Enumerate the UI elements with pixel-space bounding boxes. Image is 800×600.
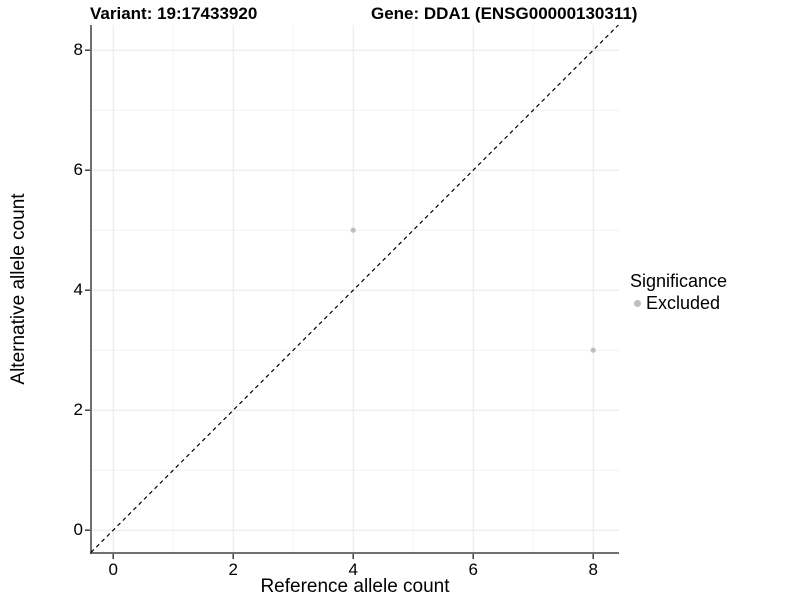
- legend-item-label: Excluded: [646, 293, 721, 313]
- legend-title: Significance: [630, 271, 728, 291]
- y-tick-label: 8: [73, 40, 83, 60]
- excluded-point-icon: [634, 299, 641, 307]
- y-tick-label: 6: [73, 160, 83, 180]
- x-axis-title: Reference allele count: [260, 576, 450, 597]
- x-tick-label: 4: [348, 560, 358, 579]
- x-tick-label: 2: [228, 560, 238, 579]
- y-tick-label: 2: [73, 400, 83, 420]
- data-point: [590, 347, 596, 353]
- x-tick-label: 6: [468, 560, 478, 579]
- x-tick-label: 0: [108, 560, 118, 579]
- gene-title: Gene: DDA1 (ENSG00000130311): [371, 4, 638, 23]
- data-point: [350, 227, 356, 233]
- identity-line: [90, 24, 619, 553]
- x-tick-label: 8: [588, 560, 598, 579]
- legend-item-excluded: Excluded: [630, 294, 800, 312]
- y-axis-title: Alternative allele count: [8, 193, 29, 385]
- y-tick-label: 0: [73, 520, 83, 540]
- y-tick-label: 4: [73, 280, 83, 300]
- legend: Significance Excluded: [630, 271, 800, 312]
- variant-title: Variant: 19:17433920: [90, 4, 258, 23]
